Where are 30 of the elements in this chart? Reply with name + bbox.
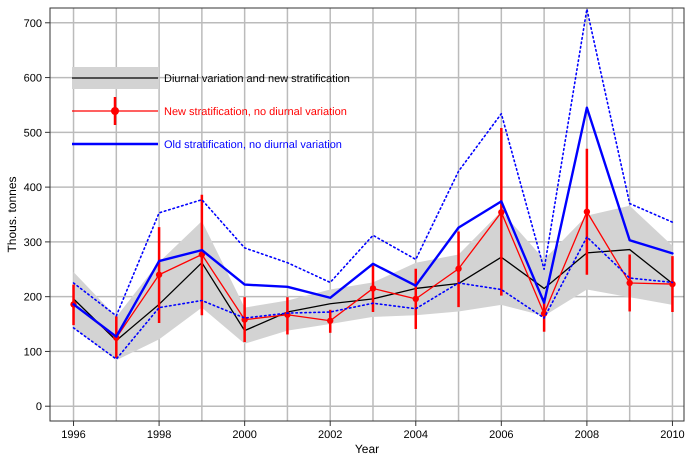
y-tick-label: 100 xyxy=(24,346,42,358)
text: Diurnal variation and new stratification xyxy=(164,73,350,85)
y-tick-label: 700 xyxy=(24,18,42,30)
y-tick-label: 500 xyxy=(24,127,42,140)
point xyxy=(626,280,633,286)
y-tick-label: 200 xyxy=(24,292,42,304)
x-tick-label: 1998 xyxy=(146,429,172,441)
x-tick-label: 2008 xyxy=(574,429,600,441)
x-tick-label: 1996 xyxy=(61,429,86,441)
point xyxy=(370,285,376,292)
point xyxy=(455,266,462,272)
x-tick-label: 2010 xyxy=(660,429,685,441)
point xyxy=(584,208,590,215)
point xyxy=(156,272,162,278)
y-tick-label: 0 xyxy=(36,401,42,414)
y-tick-label: 600 xyxy=(24,72,42,85)
y-tick-label: 400 xyxy=(24,182,42,194)
point xyxy=(498,209,505,216)
text: Old stratification, no diurnal variation xyxy=(164,139,342,151)
line-series xyxy=(72,8,674,317)
x-tick-label: 2006 xyxy=(489,429,514,441)
x-tick-label: 2000 xyxy=(232,429,257,441)
point xyxy=(327,318,334,324)
x-axis-title: Year xyxy=(354,442,380,456)
y-axis-title: Thous. tonnes xyxy=(5,176,19,253)
point xyxy=(412,296,419,302)
x-tick-label: 2002 xyxy=(318,429,342,441)
x-tick-label: 2004 xyxy=(404,429,428,441)
y-tick-label: 300 xyxy=(24,236,42,249)
text: New stratification, no diurnal variation xyxy=(164,106,347,118)
